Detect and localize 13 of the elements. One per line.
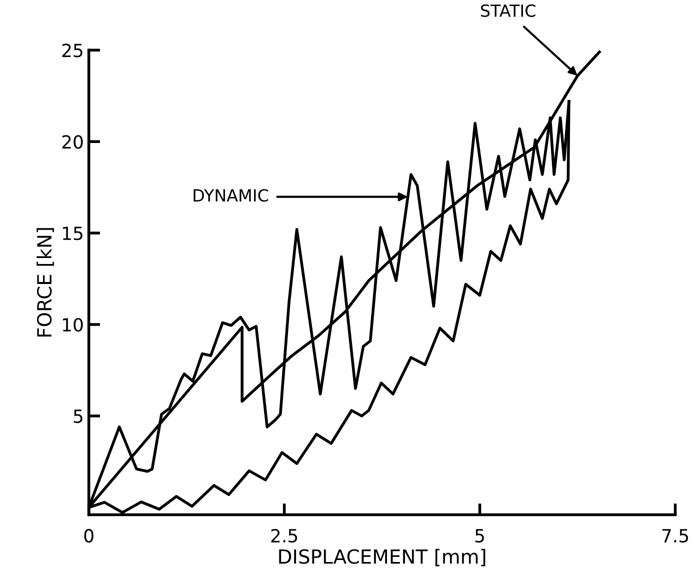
annotation: STATIC	[481, 4, 536, 17]
x-tick-label: 0	[84, 528, 94, 543]
y-tick-label: 15	[62, 226, 82, 240]
y-tick-label: 20	[62, 135, 83, 149]
y-tick-label: 5	[74, 410, 82, 424]
annotation: DYNAMIC	[194, 189, 268, 202]
y-axis-title: FORCE [kN]	[36, 228, 54, 337]
y-tick-label: 10	[62, 318, 83, 332]
x-tick-label: 5	[475, 529, 484, 543]
x-tick-label: 2.5	[271, 528, 298, 543]
y-tick-label: 25	[62, 44, 82, 58]
x-tick-label: 7.5	[662, 529, 688, 543]
x-axis-title: DISPLACEMENT [mm]	[279, 548, 486, 566]
